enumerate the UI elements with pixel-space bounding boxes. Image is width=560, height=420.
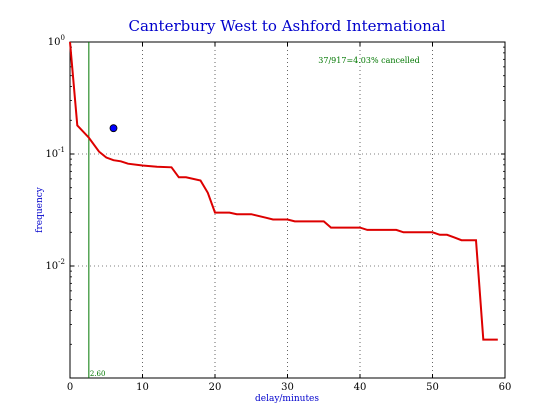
x-tick-label: 60	[499, 382, 512, 393]
y-tick-labels: 100 10-1 10-2	[45, 34, 65, 272]
x-tick-label: 40	[354, 382, 367, 393]
y-tick-label: 10-1	[45, 146, 65, 160]
x-tick-label: 50	[426, 382, 439, 393]
data-marker	[109, 124, 118, 133]
series-line-delay-frequency	[69, 41, 498, 341]
y-tick-label: 10-2	[45, 258, 65, 272]
median-vertical-line-label: 2.60	[90, 370, 106, 378]
x-tick-labels: 0 10 20 30 40 50 60	[67, 382, 512, 393]
x-axis-label: delay/minutes	[255, 394, 319, 404]
x-tick-label: 20	[209, 382, 222, 393]
y-axis-label: frequency	[35, 186, 45, 233]
cancelled-annotation: 37/917=4.03% cancelled	[318, 56, 419, 65]
grid-lines	[70, 42, 505, 378]
x-tick-label: 0	[67, 382, 73, 393]
x-tick-label: 10	[136, 382, 149, 393]
ticks	[69, 41, 506, 378]
x-tick-label: 30	[281, 382, 294, 393]
y-tick-label: 100	[48, 34, 65, 48]
chart-title: Canterbury West to Ashford International	[128, 17, 445, 35]
